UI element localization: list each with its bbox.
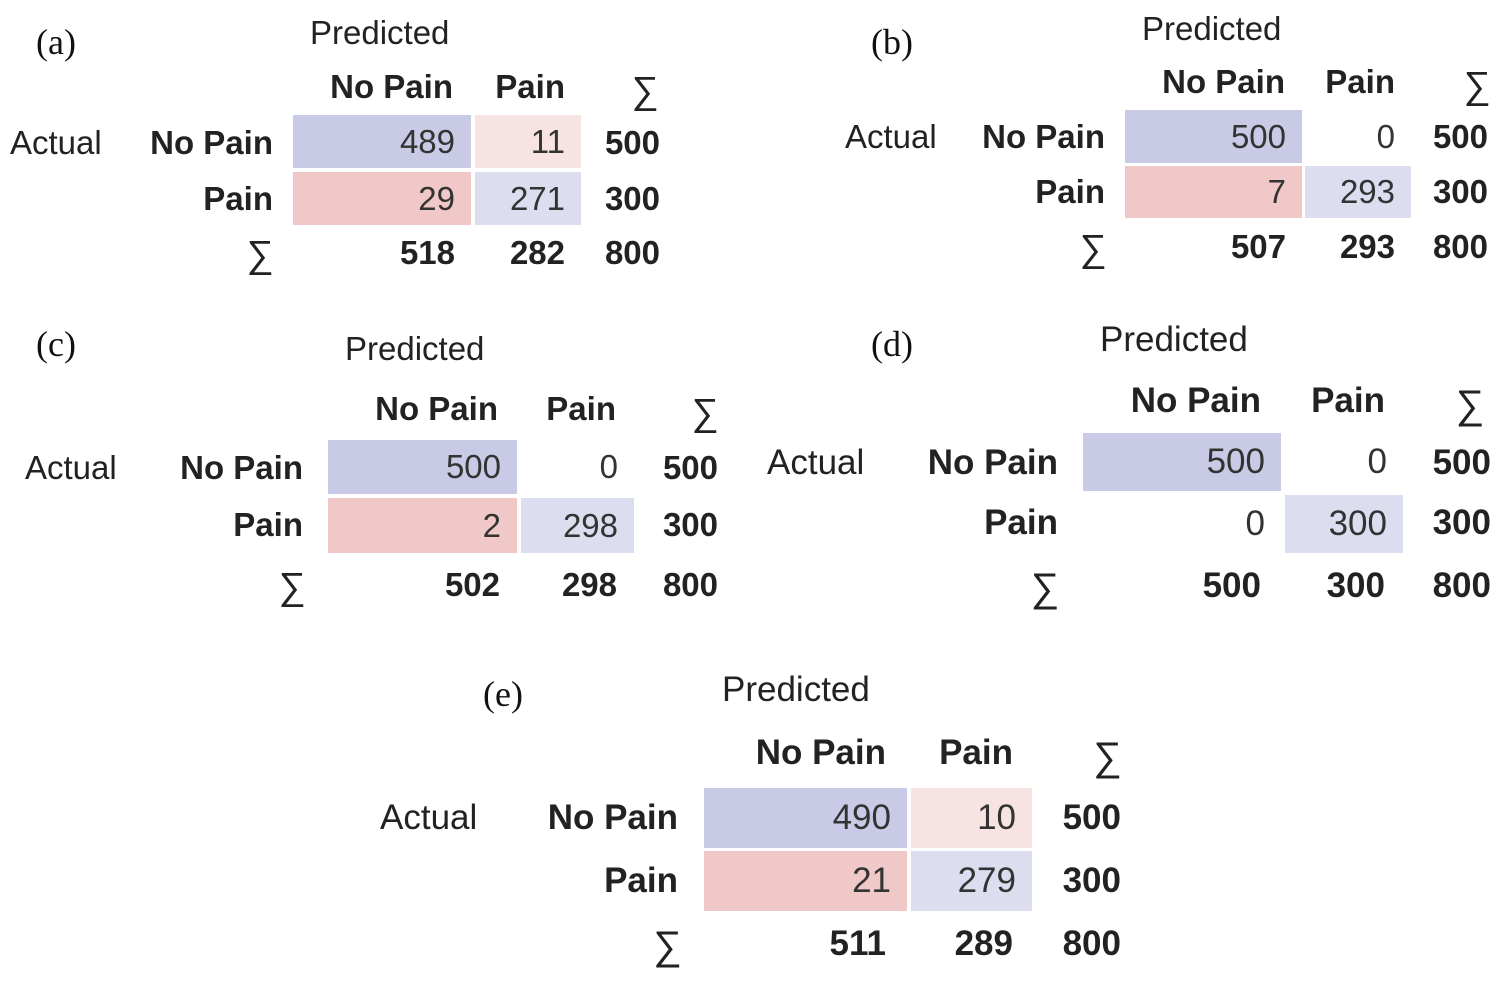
grand-total: 800 xyxy=(1062,924,1121,963)
panel-label: (c) xyxy=(36,324,76,364)
predicted-header: Predicted xyxy=(310,14,450,51)
col-label-pain: Pain xyxy=(939,733,1013,772)
row-total-pain: 300 xyxy=(1432,503,1491,542)
row-label-no-pain: No Pain xyxy=(547,798,678,837)
predicted-header: Predicted xyxy=(1142,10,1282,47)
grand-total: 800 xyxy=(1432,228,1488,265)
cell-fp: 10 xyxy=(911,788,1032,848)
predicted-header: Predicted xyxy=(345,330,485,367)
row-label-pain: Pain xyxy=(1035,173,1105,210)
col-total-no-pain: 500 xyxy=(1202,566,1261,605)
cell-fn: 21 xyxy=(704,851,907,911)
cell-fn: 7 xyxy=(1125,166,1302,218)
row-total-pain: 300 xyxy=(1062,861,1121,900)
row-label-no-pain: No Pain xyxy=(982,118,1105,155)
row-total-pain: 300 xyxy=(604,180,660,217)
confusion-matrix-d: (d) Predicted No Pain Pain ∑ Actual No P… xyxy=(755,318,1500,628)
cell-fp: 0 xyxy=(599,448,618,485)
cell-tn: 490 xyxy=(704,788,907,848)
row-total-no-pain: 500 xyxy=(604,124,660,161)
col-total-pain: 298 xyxy=(561,566,617,603)
actual-header: Actual xyxy=(25,449,117,486)
cell-tn: 500 xyxy=(1083,433,1281,491)
cell-fn: 2 xyxy=(328,498,517,553)
sum-symbol-col: ∑ xyxy=(1463,65,1491,107)
cell-fp: 0 xyxy=(1367,442,1387,481)
cell-tp: 293 xyxy=(1305,166,1411,218)
col-total-no-pain: 502 xyxy=(444,566,500,603)
col-label-no-pain: No Pain xyxy=(1130,381,1261,420)
row-total-no-pain: 500 xyxy=(1432,118,1488,155)
sum-symbol-col: ∑ xyxy=(1093,735,1122,779)
sum-symbol-col: ∑ xyxy=(1455,383,1485,427)
cell-fn: 29 xyxy=(293,172,471,225)
predicted-header: Predicted xyxy=(722,670,870,709)
col-total-pain: 300 xyxy=(1326,566,1385,605)
cell-tp: 300 xyxy=(1285,495,1403,553)
col-label-pain: Pain xyxy=(1311,381,1385,420)
col-total-pain: 289 xyxy=(954,924,1013,963)
panel-label: (d) xyxy=(871,324,913,364)
cell-tn: 489 xyxy=(293,115,471,168)
grand-total: 800 xyxy=(1432,566,1491,605)
predicted-header: Predicted xyxy=(1100,320,1248,359)
panel-label: (b) xyxy=(871,22,913,62)
sum-symbol-row: ∑ xyxy=(1079,228,1107,270)
col-total-no-pain: 518 xyxy=(399,234,455,271)
panel-label: (a) xyxy=(36,22,76,62)
actual-header: Actual xyxy=(10,124,102,161)
col-total-no-pain: 511 xyxy=(829,924,886,963)
row-label-pain: Pain xyxy=(203,180,273,217)
col-total-pain: 293 xyxy=(1339,228,1395,265)
col-label-no-pain: No Pain xyxy=(755,733,886,772)
row-label-no-pain: No Pain xyxy=(150,124,273,161)
sum-symbol-col: ∑ xyxy=(691,392,719,434)
cell-tp: 271 xyxy=(475,172,581,225)
actual-header: Actual xyxy=(845,118,937,155)
cell-fn: 0 xyxy=(1245,504,1265,543)
col-label-no-pain: No Pain xyxy=(1162,63,1285,100)
row-label-no-pain: No Pain xyxy=(927,443,1058,482)
row-total-no-pain: 500 xyxy=(662,449,718,486)
sum-symbol-col: ∑ xyxy=(631,70,659,112)
col-label-pain: Pain xyxy=(1325,63,1395,100)
row-total-no-pain: 500 xyxy=(1432,443,1491,482)
actual-header: Actual xyxy=(767,443,865,482)
confusion-matrix-e: (e) Predicted No Pain Pain ∑ Actual No P… xyxy=(360,660,1140,980)
row-label-pain: Pain xyxy=(604,861,678,900)
sum-symbol-row: ∑ xyxy=(278,566,306,608)
confusion-matrix-c: (c) Predicted No Pain Pain ∑ Actual No P… xyxy=(0,318,745,628)
cell-fp: 11 xyxy=(475,115,581,168)
row-label-no-pain: No Pain xyxy=(180,449,303,486)
grand-total: 800 xyxy=(662,566,718,603)
col-total-no-pain: 507 xyxy=(1230,228,1286,265)
panel-label: (e) xyxy=(483,674,523,714)
cell-fp: 0 xyxy=(1376,117,1395,155)
cell-tn: 500 xyxy=(1125,110,1302,163)
col-label-no-pain: No Pain xyxy=(375,390,498,427)
sum-symbol-row: ∑ xyxy=(1030,566,1060,610)
col-label-no-pain: No Pain xyxy=(330,68,453,105)
sum-symbol-row: ∑ xyxy=(653,924,682,968)
cell-tp: 279 xyxy=(911,851,1032,911)
row-total-pain: 300 xyxy=(1432,173,1488,210)
row-total-no-pain: 500 xyxy=(1062,798,1121,837)
col-label-pain: Pain xyxy=(495,68,565,105)
cell-tp: 298 xyxy=(521,498,634,553)
cell-tn: 500 xyxy=(328,440,517,494)
col-label-pain: Pain xyxy=(546,390,616,427)
row-total-pain: 300 xyxy=(662,506,718,543)
grand-total: 800 xyxy=(604,234,660,271)
confusion-matrix-a: (a) Predicted No Pain Pain ∑ Actual No P… xyxy=(0,0,740,300)
confusion-matrix-b: (b) Predicted No Pain Pain ∑ Actual No P… xyxy=(835,0,1500,300)
actual-header: Actual xyxy=(380,798,478,837)
row-label-pain: Pain xyxy=(233,506,303,543)
col-total-pain: 282 xyxy=(509,234,565,271)
row-label-pain: Pain xyxy=(984,503,1058,542)
sum-symbol-row: ∑ xyxy=(246,234,274,276)
